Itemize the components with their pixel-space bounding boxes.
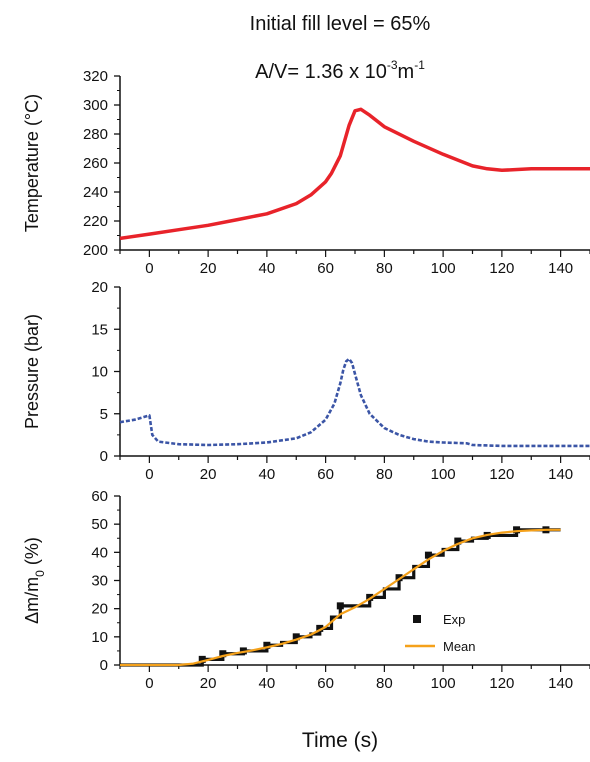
y-tick-label: 0 <box>100 448 108 465</box>
y-tick-label: 220 <box>83 213 108 230</box>
legend-label-mean: Mean <box>443 639 476 654</box>
y-tick-label: 50 <box>91 516 108 533</box>
x-tick-label: 20 <box>200 466 217 483</box>
x-tick-label: 20 <box>200 675 217 692</box>
exp-point <box>454 537 462 545</box>
x-tick-label: 40 <box>259 260 276 277</box>
y-tick-label: 30 <box>91 573 108 590</box>
y-tick-label: 20 <box>91 601 108 618</box>
series-exp-line <box>120 528 561 667</box>
x-tick-label: 100 <box>431 675 456 692</box>
y-tick-label: 20 <box>91 279 108 296</box>
x-tick-label: 120 <box>489 675 514 692</box>
y-tick-label: 10 <box>91 364 108 381</box>
x-tick-label: 0 <box>145 260 153 277</box>
x-tick-label: 80 <box>376 675 393 692</box>
y-tick-label: 300 <box>83 97 108 114</box>
y-tick-label: 5 <box>100 406 108 423</box>
y-tick-label: 60 <box>91 488 108 505</box>
series-line-3-mean <box>120 528 561 667</box>
x-tick-label: 60 <box>317 466 334 483</box>
title-line2-exp: -3 <box>387 58 398 72</box>
exp-point <box>395 574 403 582</box>
x-tick-label: 60 <box>317 675 334 692</box>
series-line-2 <box>119 357 590 448</box>
title-line1: Initial fill level = 65% <box>250 13 431 35</box>
title-line2-prefix: A/V= 1.36 x 10 <box>255 61 387 83</box>
series-line-1 <box>119 107 590 241</box>
y-axis-label: Temperature (°C) <box>22 94 42 232</box>
x-tick-label: 0 <box>145 675 153 692</box>
y-tick-label: 200 <box>83 242 108 259</box>
x-tick-label: 40 <box>259 466 276 483</box>
exp-point <box>219 650 227 658</box>
x-tick-label: 140 <box>548 260 573 277</box>
y-tick-label: 0 <box>100 657 108 674</box>
legend-label-exp: Exp <box>443 612 465 627</box>
x-tick-label: 140 <box>548 466 573 483</box>
exp-point <box>513 526 521 534</box>
x-tick-label: 80 <box>376 260 393 277</box>
exp-point <box>263 641 271 649</box>
exp-point <box>366 593 374 601</box>
x-tick-label: 100 <box>431 260 456 277</box>
y-tick-label: 15 <box>91 321 108 338</box>
x-tick-label: 120 <box>489 466 514 483</box>
title-line2-unit-exp: -1 <box>414 58 425 72</box>
exp-point <box>336 602 344 610</box>
exp-point <box>316 624 324 632</box>
y-axis-label: Δm/m0 (%) <box>22 537 47 624</box>
exp-point <box>424 551 432 559</box>
y-tick-label: 280 <box>83 126 108 143</box>
panel-2: 0 5 10 15 20 0 20 40 60 80 100 120 140 Pressure (bar) <box>22 279 590 483</box>
x-tick-label: 100 <box>431 466 456 483</box>
x-axis-label: Time (s) <box>302 729 378 752</box>
y-tick-label: 260 <box>83 155 108 172</box>
x-tick-label: 0 <box>145 466 153 483</box>
y-tick-label: 10 <box>91 629 108 646</box>
panel-1: 200 220 240 260 280 300 320 0 20 40 60 80 100 120 140 T… <box>22 68 590 277</box>
legend: Exp Mean <box>405 612 476 654</box>
legend-exp-marker <box>413 615 421 623</box>
y-tick-label: 40 <box>91 544 108 561</box>
title-line2: A/V= 1.36 x 10-3m-1 <box>255 58 425 83</box>
x-tick-label: 40 <box>259 675 276 692</box>
x-tick-label: 120 <box>489 260 514 277</box>
exp-point <box>292 633 300 641</box>
y-axis-label: Pressure (bar) <box>22 314 42 429</box>
exp-point <box>198 655 206 663</box>
panel-3: 0 10 20 30 40 50 60 0 20 40 60 80 100 120 140 Δm/m0 (%)… <box>22 488 590 692</box>
title-line2-unit: m <box>398 61 415 83</box>
x-tick-label: 20 <box>200 260 217 277</box>
x-tick-label: 60 <box>317 260 334 277</box>
x-tick-label: 80 <box>376 466 393 483</box>
y-tick-label: 240 <box>83 184 108 201</box>
y-tick-label: 320 <box>83 68 108 85</box>
x-tick-label: 140 <box>548 675 573 692</box>
